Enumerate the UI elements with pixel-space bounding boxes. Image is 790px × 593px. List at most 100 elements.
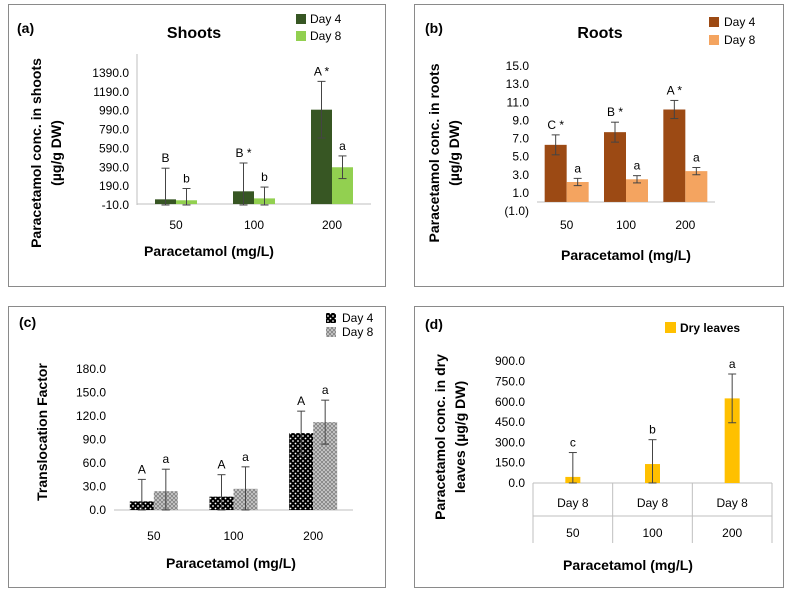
y-axis-title-line2: (µg/g DW): [48, 120, 64, 186]
bar-day-4-100: [604, 132, 626, 202]
significance-label: A: [297, 394, 305, 408]
legend-label-day8: Day 8: [724, 33, 756, 47]
bar-day-8-200: [332, 167, 353, 205]
bars: Aa Aa Aa: [129, 383, 338, 511]
panel-label: (d): [425, 316, 443, 332]
y-tick-label: 590.0: [99, 141, 129, 155]
significance-label: A: [138, 462, 146, 476]
y-axis-title-line1: Paracetamol conc. in dry: [432, 354, 448, 520]
legend-swatch-day4: [709, 17, 719, 27]
panel-dry-leaves: (d) Dry leaves 0.0 150.0 300.0 450.0 600.0 75…: [414, 306, 784, 588]
x-sub-tick-label: Day 8: [557, 496, 589, 510]
x-tick-label: 100: [223, 529, 243, 543]
legend-label-day4: Day 4: [724, 15, 756, 29]
significance-label: b: [649, 423, 656, 437]
x-tick-label: 50: [169, 218, 183, 232]
legend-swatch-day8: [326, 327, 336, 337]
y-tick-label: 60.0: [83, 456, 107, 470]
legend-swatch-day4: [326, 313, 336, 323]
y-axis-title-line1: Translocation Factor: [34, 363, 50, 501]
y-axis-title-line2: leaves (µg/g DW): [452, 381, 468, 493]
legend: Day 4 Day 8: [296, 12, 342, 43]
y-tick-label: 7.0: [512, 132, 529, 146]
significance-label: B: [161, 151, 169, 165]
x-axis-ticks: 50 100 200: [169, 218, 342, 232]
x-axis-title: Paracetamol (mg/L): [166, 555, 296, 571]
chart-dry-leaves-svg: (d) Dry leaves 0.0 150.0 300.0 450.0 600.0 75…: [425, 316, 773, 573]
significance-label: A *: [314, 64, 330, 78]
legend-label-day8: Day 8: [342, 325, 374, 339]
y-tick-label: 1.0: [512, 186, 529, 200]
x-tick-label: 100: [244, 218, 264, 232]
panel-roots: (b) Roots Day 4 Day 8 (1.0) 1.0 3.0 5.0 7.0 9…: [414, 4, 784, 287]
y-axis-title-line2: (µg/g DW): [446, 120, 462, 186]
bar-dry-leaves-200: [724, 398, 740, 483]
x-tick-label: 50: [147, 529, 161, 543]
panel-translocation: (c) Day 4 Day 8 0.0 30.0 60.0 90.0 120.0 150.…: [8, 306, 386, 588]
legend: Day 4 Day 8: [709, 15, 756, 47]
legend-swatch-day4: [296, 14, 306, 24]
y-tick-label: 13.0: [506, 77, 530, 91]
x-tick-label: 200: [722, 526, 742, 540]
significance-label: a: [162, 452, 169, 466]
y-tick-label: 990.0: [99, 104, 129, 118]
significance-label: B *: [235, 146, 251, 160]
panel-label: (c): [19, 314, 36, 330]
y-tick-label: 90.0: [83, 432, 107, 446]
chart-roots-svg: (b) Roots Day 4 Day 8 (1.0) 1.0 3.0 5.0 7.0 9…: [425, 15, 756, 263]
legend-label-day4: Day 4: [310, 12, 342, 26]
significance-label: C *: [547, 118, 564, 132]
x-axis-title: Paracetamol (mg/L): [563, 557, 693, 573]
significance-label: A *: [667, 83, 683, 97]
y-axis-ticks: (1.0) 1.0 3.0 5.0 7.0 9.0 11.0 13.0 15.0: [504, 59, 529, 218]
chart-title: Shoots: [167, 25, 221, 42]
legend: Dry leaves: [665, 321, 740, 335]
panel-shoots: (a) Shoots Day 4 Day 8 -10.0 190.0 390.0 59…: [8, 4, 386, 287]
y-tick-label: 3.0: [512, 168, 529, 182]
significance-label: a: [339, 139, 346, 153]
y-tick-label: 5.0: [512, 150, 529, 164]
x-axis-title: Paracetamol (mg/L): [144, 243, 274, 259]
bar-day-8-50: [566, 182, 589, 202]
bar-day-4-200: [311, 109, 332, 205]
y-tick-label: 30.0: [83, 479, 107, 493]
significance-label: b: [261, 170, 268, 184]
y-tick-label: 150.0: [76, 385, 106, 399]
significance-label: a: [634, 159, 641, 173]
y-tick-label: 180.0: [76, 362, 106, 376]
y-tick-label: 11.0: [507, 95, 530, 109]
y-tick-label: 9.0: [512, 113, 529, 127]
x-axis-ticks: Day 8 50 Day 8 100 Day 8 200: [532, 483, 773, 543]
x-axis-title: Paracetamol (mg/L): [561, 247, 691, 263]
x-tick-label: 200: [322, 218, 342, 232]
y-tick-label: 0.0: [508, 476, 525, 490]
x-sub-tick-label: Day 8: [716, 496, 748, 510]
x-tick-label: 100: [642, 526, 662, 540]
y-axis-title-line1: Paracetamol conc. in shoots: [28, 58, 44, 248]
bar-day-4-50: [544, 144, 567, 202]
legend-label-day8: Day 8: [310, 29, 342, 43]
y-tick-label: 1190.0: [93, 85, 129, 99]
x-tick-label: 100: [616, 218, 636, 232]
x-axis-ticks: 50 100 200: [147, 529, 323, 543]
y-tick-label: 390.0: [99, 160, 129, 174]
bar-day-8-200: [685, 171, 708, 202]
y-axis-ticks: 0.0 30.0 60.0 90.0 120.0 150.0 180.0: [76, 362, 106, 517]
legend-swatch-day8: [296, 31, 306, 41]
y-tick-label: 190.0: [99, 179, 129, 193]
x-tick-label: 50: [566, 526, 580, 540]
bar-day-8-100: [626, 179, 648, 202]
bar-day-4-200: [663, 109, 686, 202]
y-tick-label: 150.0: [495, 456, 525, 470]
significance-label: a: [693, 151, 700, 165]
significance-label: a: [242, 450, 249, 464]
significance-label: a: [574, 161, 581, 175]
y-tick-label: 1390.0: [92, 66, 129, 80]
y-axis-title-line1: Paracetamol conc. in roots: [426, 63, 442, 242]
bars: c b a: [565, 357, 740, 484]
significance-label: B *: [607, 105, 623, 119]
significance-label: A: [217, 458, 225, 472]
legend: Day 4 Day 8: [326, 311, 374, 339]
significance-label: a: [729, 357, 736, 371]
significance-label: a: [322, 383, 329, 397]
